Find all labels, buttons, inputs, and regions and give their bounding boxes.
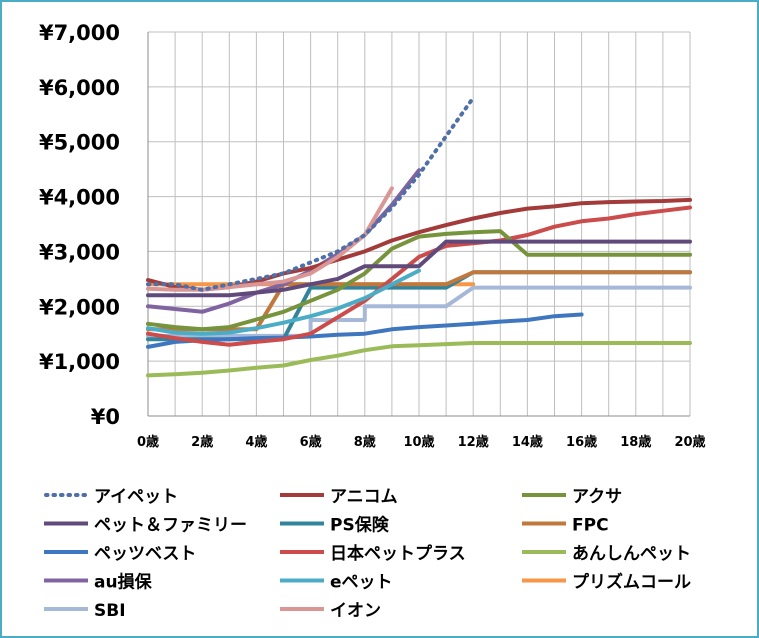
legend-label: ペッツベスト bbox=[94, 544, 196, 564]
y-tick-label: ¥7,000 bbox=[39, 21, 120, 45]
y-tick-label: ¥0 bbox=[91, 405, 120, 429]
legend-label: PS保険 bbox=[330, 515, 390, 536]
x-tick-label: 4歳 bbox=[245, 434, 267, 450]
series-line bbox=[146, 205, 692, 347]
legend-label: au損保 bbox=[94, 572, 153, 593]
x-tick-label: 8歳 bbox=[354, 434, 376, 450]
series-line bbox=[146, 229, 692, 332]
y-tick-label: ¥3,000 bbox=[39, 240, 120, 264]
legend-label: イオン bbox=[330, 601, 381, 621]
x-tick-label: 2歳 bbox=[191, 434, 213, 450]
series-line bbox=[146, 239, 692, 298]
legend-label: アニコム bbox=[330, 487, 398, 507]
x-tick-label: 14歳 bbox=[512, 434, 543, 450]
series-line bbox=[146, 95, 476, 292]
legend-label: アイペット bbox=[94, 487, 178, 507]
x-axis-ticks: 0歳 2歳 4歳 6歳 8歳 10歳 12歳 14歳 16歳 18歳 20歳 bbox=[137, 434, 706, 450]
y-tick-label: ¥6,000 bbox=[39, 76, 120, 100]
y-tick-label: ¥2,000 bbox=[39, 295, 120, 319]
y-tick-label: ¥4,000 bbox=[39, 186, 120, 210]
legend-label: eペット bbox=[330, 573, 393, 593]
x-tick-label: 0歳 bbox=[137, 434, 159, 450]
series-lines bbox=[146, 95, 692, 378]
series-line bbox=[146, 341, 692, 378]
series-line bbox=[146, 268, 421, 336]
y-tick-label: ¥1,000 bbox=[39, 350, 120, 374]
legend-label: あんしんペット bbox=[572, 544, 691, 564]
legend-label: 日本ペットプラス bbox=[330, 543, 466, 564]
x-tick-label: 20歳 bbox=[674, 434, 705, 450]
grid-lines bbox=[147, 31, 691, 417]
legend-label: ペット＆ファミリー bbox=[94, 516, 247, 536]
legend-label: プリズムコール bbox=[572, 572, 691, 593]
series-line bbox=[146, 312, 584, 349]
x-tick-label: 16歳 bbox=[566, 434, 597, 450]
x-tick-label: 6歳 bbox=[300, 434, 322, 450]
legend-label: FPC bbox=[572, 516, 609, 536]
y-tick-label: ¥5,000 bbox=[39, 131, 120, 155]
series-line bbox=[146, 186, 394, 292]
x-tick-label: 18歳 bbox=[620, 434, 651, 450]
y-axis-ticks: ¥0 ¥1,000 ¥2,000 ¥3,000 ¥4,000 ¥5,000 ¥6,000 ¥7… bbox=[39, 21, 120, 429]
legend-label: SBI bbox=[94, 601, 126, 621]
x-tick-label: 10歳 bbox=[403, 434, 434, 450]
x-tick-label: 12歳 bbox=[458, 434, 489, 450]
legend-label: アクサ bbox=[572, 487, 622, 507]
